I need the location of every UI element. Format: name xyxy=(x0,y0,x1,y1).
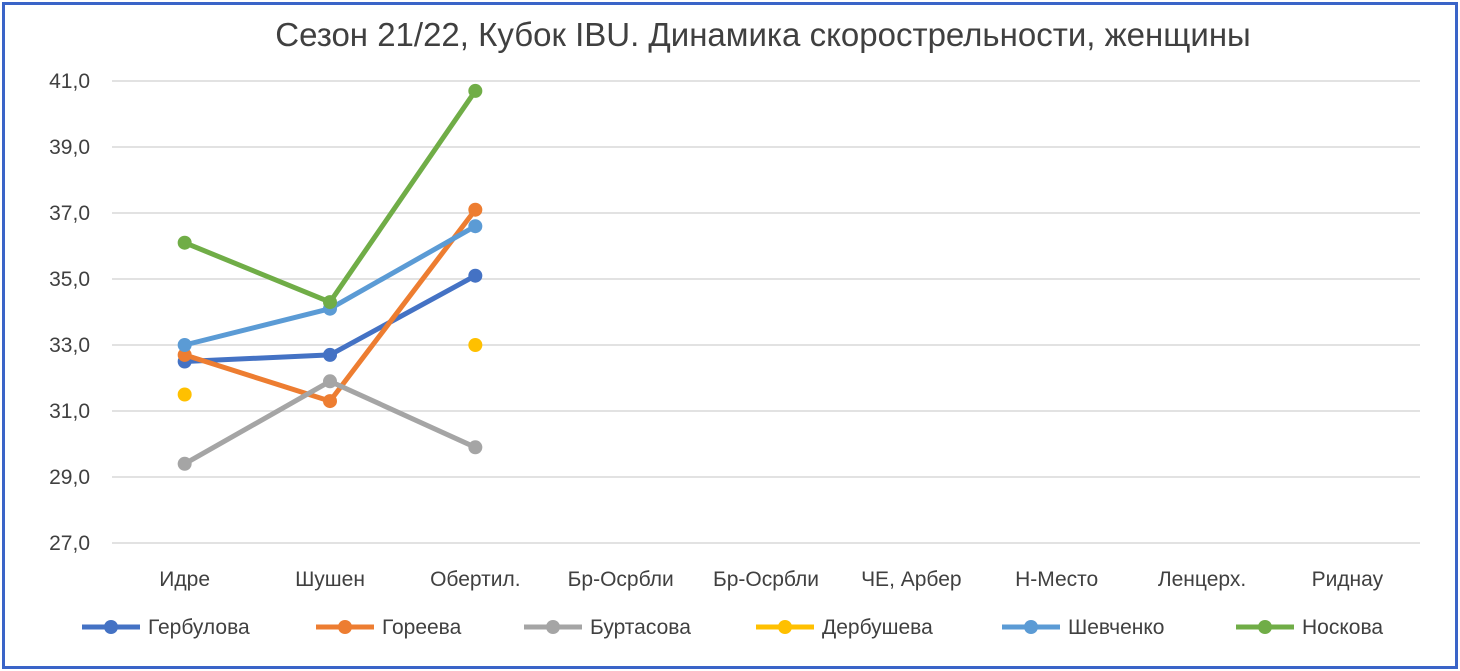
series-line-segment xyxy=(182,240,333,305)
data-point xyxy=(323,347,337,362)
x-tick-label: Обертил. xyxy=(430,568,520,591)
data-point xyxy=(468,219,483,234)
x-tick-label: ЧЕ, Арбер xyxy=(861,568,962,591)
legend-item: Буртасова xyxy=(524,616,691,639)
y-tick-label: 35,0 xyxy=(49,268,90,291)
x-tick-label: Риднау xyxy=(1312,568,1384,591)
data-point xyxy=(177,338,192,352)
data-point xyxy=(468,83,483,98)
legend-marker xyxy=(1024,620,1038,634)
legend-item: Носкова xyxy=(1236,616,1383,639)
data-point xyxy=(177,235,192,250)
y-tick-label: 27,0 xyxy=(49,532,90,555)
legend-label: Дербушева xyxy=(822,616,933,639)
y-tick-label: 39,0 xyxy=(49,136,90,159)
y-tick-label: 41,0 xyxy=(49,70,90,93)
legend-label: Гореева xyxy=(382,616,462,639)
legend-label: Носкова xyxy=(1302,616,1383,639)
series-Носкова xyxy=(177,83,483,310)
x-tick-label: Идре xyxy=(159,568,210,591)
legend-label: Шевченко xyxy=(1068,616,1164,639)
series-line-segment xyxy=(182,306,333,348)
y-tick-label: 37,0 xyxy=(49,202,90,225)
legend-label: Гербулова xyxy=(148,616,250,639)
data-point xyxy=(177,456,192,471)
legend-item: Дербушева xyxy=(756,616,933,639)
series-line-segment xyxy=(327,378,478,450)
legend: Гербулова Гореева Буртасова Дербушева Шевчен… xyxy=(82,616,1383,639)
chart-title: Сезон 21/22, Кубок IBU. Динамика скорост… xyxy=(275,16,1251,53)
series-Дербушева xyxy=(177,338,483,402)
x-tick-label: Бр-Осрбли xyxy=(713,568,819,591)
series-line-segment xyxy=(182,378,333,467)
data-point xyxy=(323,374,337,389)
data-point xyxy=(177,387,192,402)
data-point xyxy=(177,347,192,362)
series-line-segment xyxy=(327,223,478,312)
x-axis-ticks: Идре Шушен Обертил. Бр-Осрбли Бр-Осрбли ЧЕ, А… xyxy=(159,568,1383,591)
x-tick-label: Н-Место xyxy=(1015,568,1098,591)
legend-marker xyxy=(338,620,352,634)
data-point xyxy=(323,295,337,310)
series-line-segment xyxy=(327,88,478,305)
y-tick-label: 33,0 xyxy=(49,334,90,357)
legend-item: Гербулова xyxy=(82,616,250,639)
series-line-segment xyxy=(327,273,478,358)
legend-marker xyxy=(104,620,118,634)
data-point xyxy=(323,394,337,409)
series-Буртасова xyxy=(177,374,483,471)
data-point xyxy=(468,268,483,283)
legend-label: Буртасова xyxy=(590,616,691,639)
legend-marker xyxy=(546,620,560,634)
y-axis-ticks: 27,0 29,0 31,0 33,0 35,0 37,0 39,0 41,0 xyxy=(49,70,90,555)
legend-marker xyxy=(778,620,792,634)
data-point xyxy=(468,202,483,217)
gridlines xyxy=(112,80,1420,544)
series-layer xyxy=(177,83,483,471)
x-tick-label: Бр-Осрбли xyxy=(568,568,674,591)
legend-item: Гореева xyxy=(316,616,462,639)
y-tick-label: 29,0 xyxy=(49,466,90,489)
data-point xyxy=(468,338,483,352)
legend-item: Шевченко xyxy=(1002,616,1164,639)
series-Гербулова xyxy=(177,268,483,369)
y-tick-label: 31,0 xyxy=(49,400,90,423)
series-Шевченко xyxy=(177,219,483,352)
data-point xyxy=(468,440,483,455)
legend-marker xyxy=(1258,620,1272,634)
x-tick-label: Ленцерх. xyxy=(1158,568,1246,591)
x-tick-label: Шушен xyxy=(295,568,365,591)
